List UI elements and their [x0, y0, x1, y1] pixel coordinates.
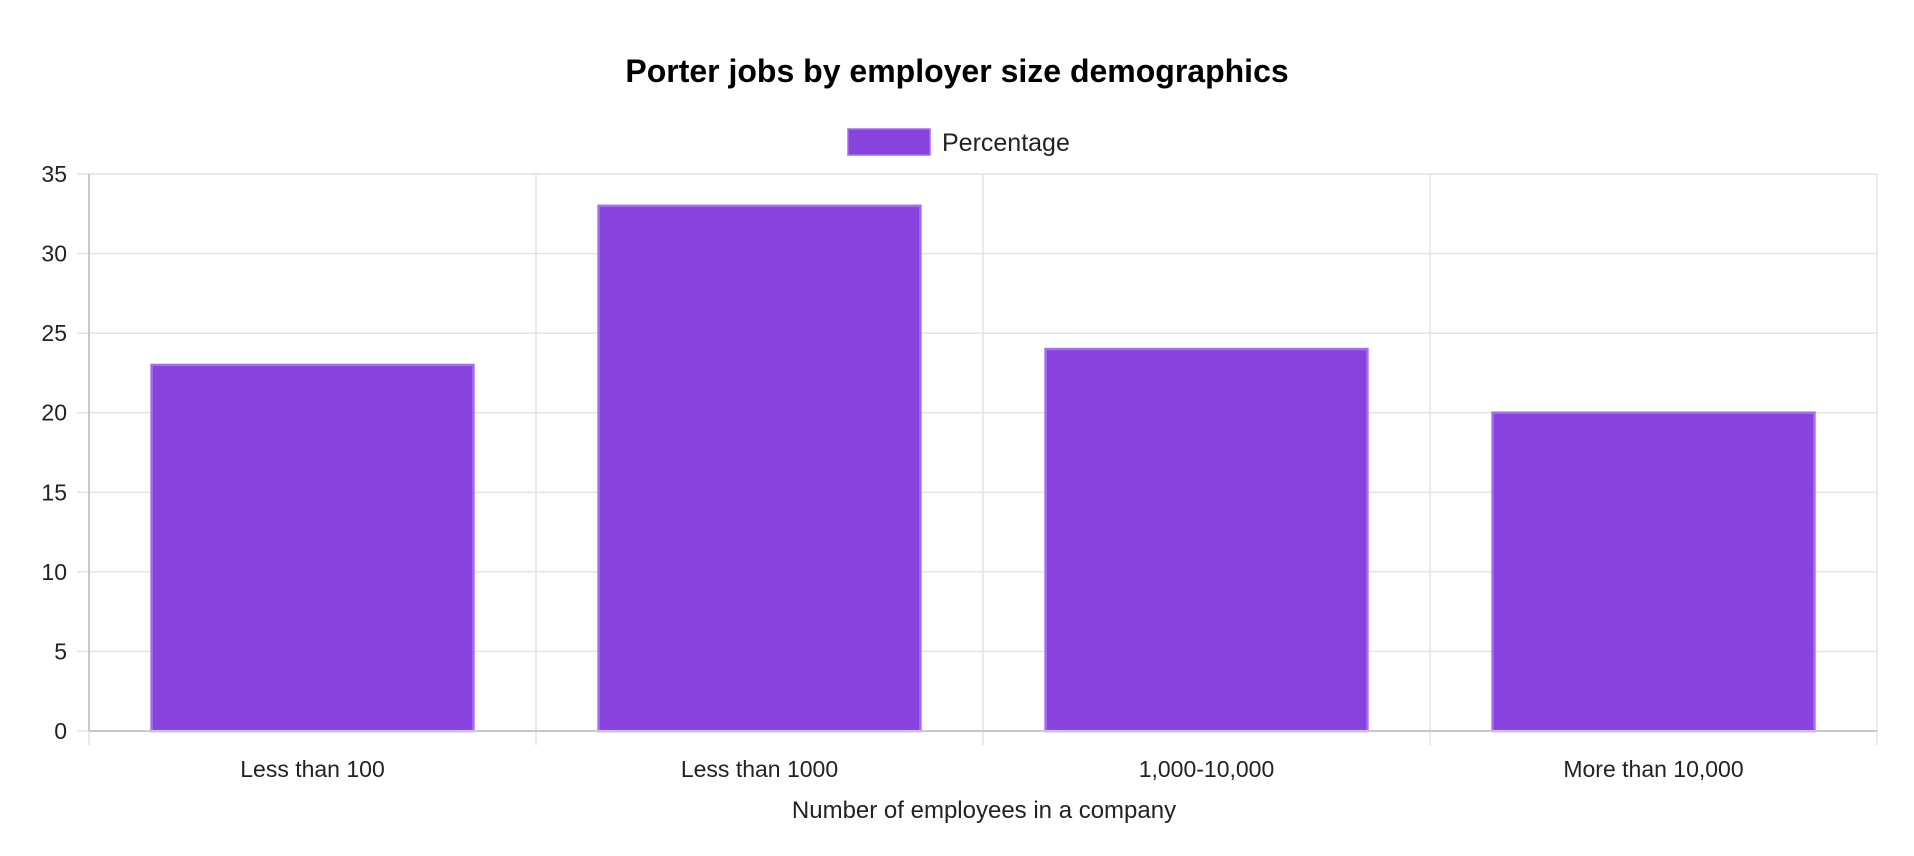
x-axis-ticks: Less than 100 Less than 1000 1,000-10,000 M…	[240, 756, 1743, 782]
x-tick-label: More than 10,000	[1563, 756, 1743, 782]
legend-label-percentage[interactable]: Percentage	[942, 129, 1070, 157]
y-tick-label: 15	[41, 479, 67, 505]
legend-swatch-percentage[interactable]	[847, 128, 931, 156]
bars	[150, 204, 1816, 733]
legend[interactable]: Percentage	[847, 128, 1070, 157]
y-tick-label: 0	[54, 718, 67, 744]
y-tick-label: 25	[41, 320, 67, 346]
y-axis-ticks: 0 5 10 15 20 25 30 35	[41, 161, 67, 744]
y-tick-label: 10	[41, 559, 67, 585]
y-tick-label: 20	[41, 400, 67, 426]
x-tick-label: Less than 1000	[681, 756, 838, 782]
y-tick-label: 5	[54, 638, 67, 664]
x-axis-title: Number of employees in a company	[792, 797, 1176, 824]
y-tick-label: 30	[41, 241, 67, 267]
y-tick-label: 35	[41, 161, 67, 187]
bar[interactable]	[150, 363, 475, 733]
bar[interactable]	[597, 204, 922, 733]
bar[interactable]	[1044, 347, 1369, 733]
bar[interactable]	[1491, 411, 1816, 733]
x-tick-label: Less than 100	[240, 756, 385, 782]
axes	[88, 174, 1877, 732]
x-tick-label: 1,000-10,000	[1139, 756, 1275, 782]
chart-title: Porter jobs by employer size demographic…	[625, 53, 1288, 89]
